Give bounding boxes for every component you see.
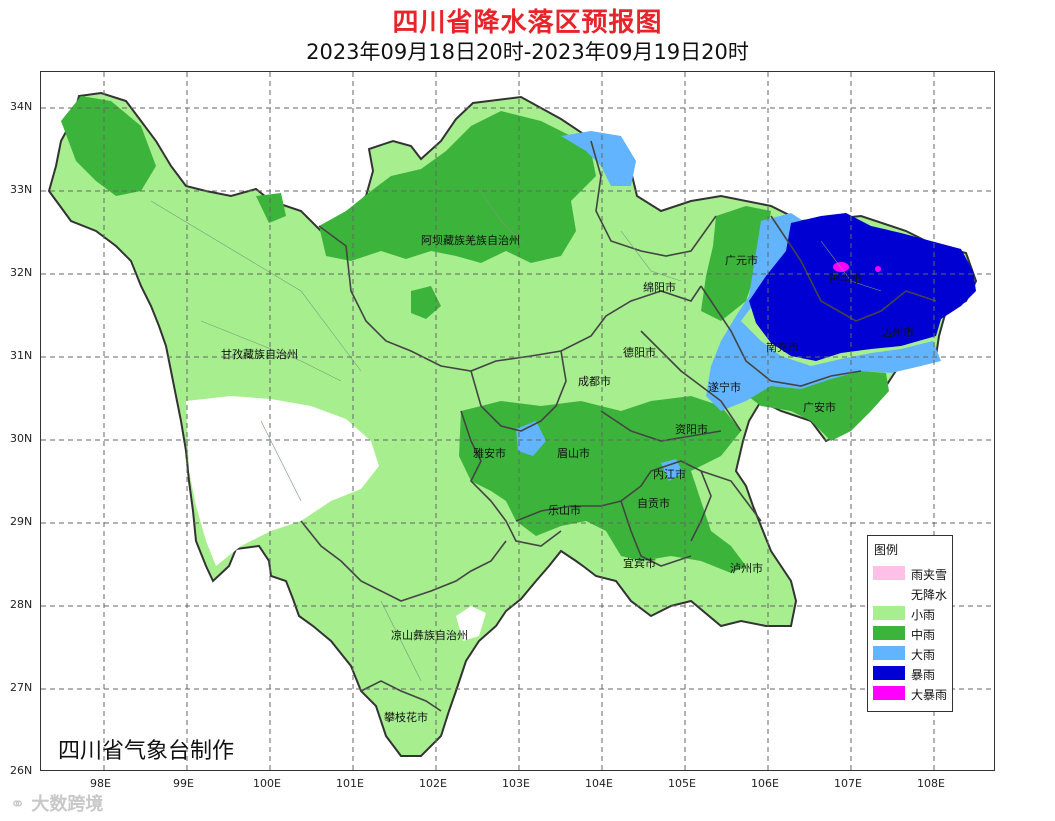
map-frame: 阿坝藏族羌族自治州 甘孜藏族自治州 广元市 绵阳市 德阳市 成都市 南充市 巴中… <box>40 71 995 771</box>
city-label-guangan: 广安市 <box>803 400 836 414</box>
legend-label: 无降水 <box>911 588 948 602</box>
lon-label-106e: 106E <box>751 777 779 790</box>
map-grid <box>41 72 994 770</box>
city-label-dazhou: 达州市 <box>881 325 914 339</box>
map-title: 四川省降水落区预报图 <box>392 8 663 38</box>
zone-moderate-aba <box>319 111 596 263</box>
city-label-ziyang: 资阳市 <box>675 422 708 436</box>
lon-label-108e: 108E <box>917 777 945 790</box>
city-label-suining: 遂宁市 <box>708 380 741 394</box>
lon-label-105e: 105E <box>668 777 696 790</box>
city-label-aba: 阿坝藏族羌族自治州 <box>421 233 520 247</box>
legend-label: 暴雨 <box>911 668 936 682</box>
lat-label-27n: 27N <box>10 681 33 694</box>
city-label-deyang: 德阳市 <box>623 345 656 359</box>
county-borders <box>150 190 882 682</box>
zone-moderate-east <box>741 371 889 441</box>
city-label-leshan: 乐山市 <box>548 503 581 517</box>
legend-label: 小雨 <box>911 608 936 622</box>
city-label-ganzi: 甘孜藏族自治州 <box>221 347 298 361</box>
lon-label-100e: 100E <box>253 777 281 790</box>
producer-credit: 四川省气象台制作 <box>58 739 235 764</box>
lat-label-34n: 34N <box>10 100 33 113</box>
city-label-nanchong: 南充市 <box>766 340 799 354</box>
prefecture-borders <box>300 140 937 712</box>
city-label-yaan: 雅安市 <box>473 446 506 460</box>
watermark-text: 大数跨境 <box>31 794 104 815</box>
legend-swatch <box>873 666 905 680</box>
city-label-guangyuan: 广元市 <box>725 253 758 267</box>
zone-heavy-east <box>706 213 941 411</box>
city-label-zigong: 自贡市 <box>637 496 670 510</box>
city-label-chengdu: 成都市 <box>578 374 611 388</box>
zone-heavy-north <box>561 131 636 186</box>
lat-label-32n: 32N <box>10 266 33 279</box>
lat-label-31n: 31N <box>10 349 33 362</box>
zone-moderate-nw <box>256 193 286 223</box>
zone-heavy-neijiang <box>661 459 683 481</box>
lat-label-33n: 33N <box>10 183 33 196</box>
city-label-liangshan: 凉山彝族自治州 <box>391 628 468 642</box>
watermark: ⚭ 大数跨境 <box>10 790 103 816</box>
city-label-bazhong: 巴中市 <box>829 272 862 286</box>
lat-label-30n: 30N <box>10 432 33 445</box>
lon-label-102e: 102E <box>419 777 447 790</box>
lon-label-99e: 99E <box>173 777 194 790</box>
legend-swatch <box>873 606 905 620</box>
lon-label-107e: 107E <box>834 777 862 790</box>
lon-label-98e: 98E <box>90 777 111 790</box>
zone-rainstorm <box>749 213 976 361</box>
lon-label-101e: 101E <box>336 777 364 790</box>
legend-title: 图例 <box>874 543 899 557</box>
legend-swatch <box>873 626 905 640</box>
zone-moderate-west <box>61 96 156 196</box>
lat-label-26n: 26N <box>10 764 33 777</box>
zone-extreme-1 <box>833 262 849 272</box>
precipitation-map: 阿坝藏族羌族自治州 甘孜藏族自治州 广元市 绵阳市 德阳市 成都市 南充市 巴中… <box>41 72 994 770</box>
city-label-luzhou: 泸州市 <box>730 561 763 575</box>
city-label-mianyang: 绵阳市 <box>643 280 676 294</box>
watermark-logo-icon: ⚭ <box>10 794 26 815</box>
map-subtitle: 2023年09月18日20时-2023年09月19日20时 <box>306 40 749 64</box>
lat-label-28n: 28N <box>10 598 33 611</box>
lon-label-104e: 104E <box>585 777 613 790</box>
lat-label-29n: 29N <box>10 515 33 528</box>
legend-label: 大雨 <box>911 648 936 662</box>
city-label-meishan: 眉山市 <box>557 446 590 460</box>
legend-swatch <box>873 646 905 660</box>
legend-swatch <box>873 566 905 580</box>
zone-extreme-2 <box>875 266 881 272</box>
legend-swatch <box>873 686 905 700</box>
legend-label: 雨夹雪 <box>911 568 948 582</box>
zone-moderate-guangyuan <box>701 206 771 321</box>
legend-swatch <box>873 586 905 600</box>
city-label-panzhihua: 攀枝花市 <box>384 710 428 724</box>
legend-label: 中雨 <box>911 628 936 642</box>
zone-moderate-patch <box>411 286 441 319</box>
zone-no-precip-2 <box>456 606 486 641</box>
lon-label-103e: 103E <box>502 777 530 790</box>
legend-label: 大暴雨 <box>911 688 948 702</box>
legend: 图例 雨夹雪 无降水 小雨 中雨 大雨 暴雨 大暴雨 <box>867 535 953 712</box>
city-label-neijiang: 内江市 <box>653 467 686 481</box>
city-label-yibin: 宜宾市 <box>623 556 656 570</box>
